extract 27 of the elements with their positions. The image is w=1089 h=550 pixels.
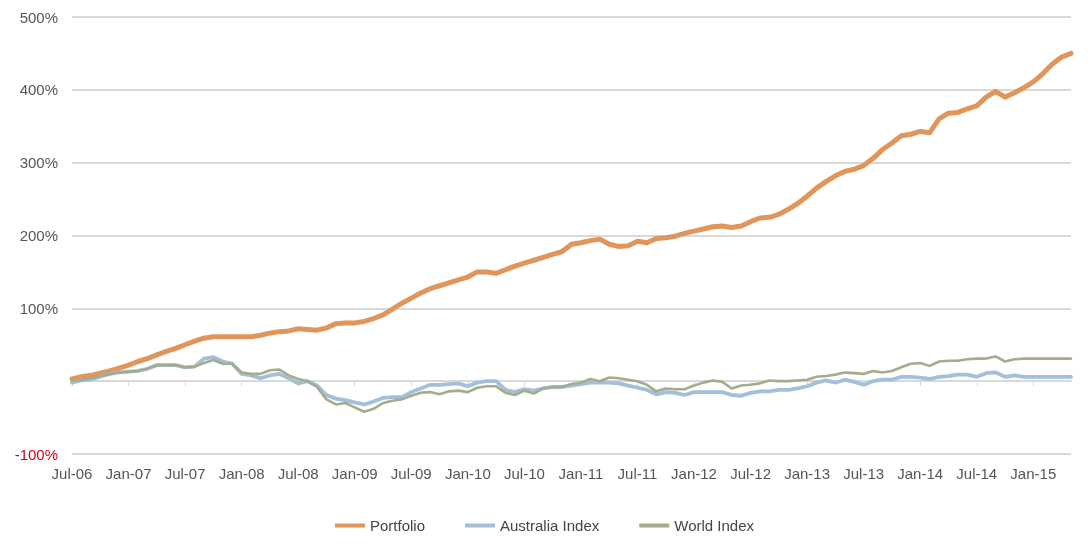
x-tick-label: Jan-07 bbox=[105, 465, 152, 482]
x-tick-label: Jan-13 bbox=[784, 465, 831, 482]
legend-label: Australia Index bbox=[500, 517, 600, 534]
legend-label: World Index bbox=[674, 517, 755, 534]
legend-label: Portfolio bbox=[370, 517, 426, 534]
x-tick-label: Jul-11 bbox=[617, 465, 658, 482]
x-tick-label: Jul-06 bbox=[51, 465, 93, 482]
x-tick-label: Jan-15 bbox=[1010, 465, 1057, 482]
x-tick-label: Jul-10 bbox=[503, 465, 545, 482]
y-tick-label: 200% bbox=[19, 227, 58, 244]
y-tick-label: 100% bbox=[19, 299, 58, 317]
y-tick-label: 500% bbox=[19, 8, 58, 26]
x-tick-label: Jul-08 bbox=[277, 465, 319, 482]
x-tick-label: Jul-14 bbox=[956, 465, 998, 482]
y-tick-label: -100% bbox=[14, 445, 58, 463]
x-tick-label: Jan-10 bbox=[444, 465, 491, 482]
x-tick-label: Jan-09 bbox=[331, 465, 378, 482]
x-tick-label: Jul-13 bbox=[843, 465, 885, 482]
x-tick-label: Jul-07 bbox=[164, 465, 206, 482]
x-tick-label: Jul-12 bbox=[730, 465, 771, 482]
x-tick-label: Jan-12 bbox=[671, 465, 717, 482]
y-tick-label: 300% bbox=[19, 154, 58, 172]
y-tick-label: 400% bbox=[19, 81, 58, 99]
x-tick-label: Jan-11 bbox=[558, 465, 604, 482]
x-tick-label: Jan-08 bbox=[218, 465, 265, 482]
x-tick-label: Jan-14 bbox=[897, 465, 944, 482]
x-tick-label: Jul-09 bbox=[390, 465, 432, 482]
